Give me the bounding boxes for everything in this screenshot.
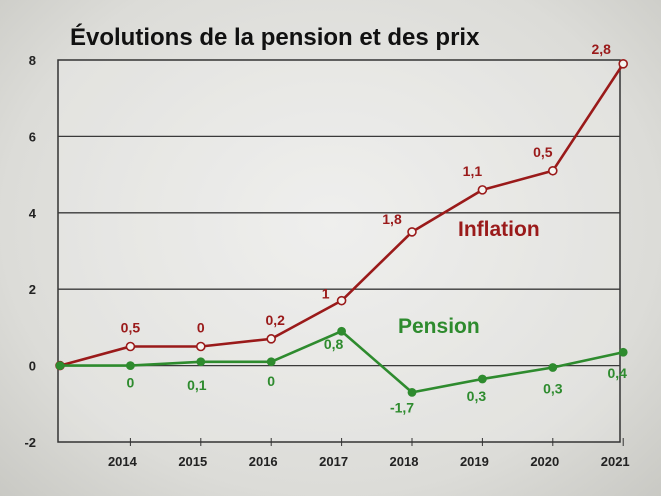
pension-point	[55, 361, 65, 370]
inflation-data-label: 0,5	[533, 144, 553, 160]
x-tick-label: 2014	[108, 454, 138, 469]
inflation-data-label: 0	[197, 320, 205, 336]
inflation-data-label: 0,2	[265, 312, 285, 328]
pension-point	[125, 361, 135, 370]
pension-data-label: 0,3	[467, 388, 487, 404]
pension-data-label: -1,7	[390, 399, 414, 415]
inflation-point	[125, 341, 136, 352]
pension-data-label: 0,4	[607, 365, 627, 381]
y-tick-label: 6	[29, 129, 36, 144]
plot-area	[57, 59, 621, 443]
y-tick-label: -2	[24, 435, 36, 450]
pension-point	[337, 326, 346, 336]
pension-point	[266, 357, 276, 367]
x-tick-label: 2020	[530, 454, 559, 469]
x-tick-label: 2016	[249, 454, 278, 469]
inflation-data-label: 0,5	[121, 320, 141, 336]
x-tick-label: 2021	[601, 454, 630, 469]
pension-series-label: Pension	[398, 315, 480, 338]
pension-point	[548, 363, 558, 372]
pension-data-label: 0	[127, 375, 135, 391]
y-tick-label: 0	[29, 359, 36, 374]
y-tick-label: 8	[29, 53, 36, 68]
x-tick-label: 2017	[319, 454, 348, 469]
inflation-point	[547, 165, 558, 176]
pension-data-label: 0,3	[543, 381, 563, 397]
y-tick-label: 4	[29, 206, 37, 221]
inflation-point	[618, 59, 629, 69]
inflation-data-label: 2,8	[591, 41, 611, 57]
x-tick-label: 2019	[460, 454, 489, 469]
inflation-point	[336, 295, 347, 306]
pension-data-label: 0,1	[187, 377, 207, 393]
pension-point	[196, 357, 206, 367]
x-tick-label: 2015	[178, 454, 207, 469]
pension-point	[618, 347, 628, 357]
pension-point	[407, 387, 417, 397]
inflation-point	[266, 334, 277, 344]
pension-data-label: 0,8	[324, 336, 344, 352]
inflation-data-label: 1	[322, 286, 330, 302]
inflation-point	[407, 227, 417, 237]
inflation-data-label: 1,8	[382, 211, 402, 227]
inflation-point	[477, 185, 488, 195]
inflation-point	[196, 341, 206, 352]
x-tick-label: 2018	[390, 454, 419, 469]
pension-point	[477, 374, 487, 384]
pension-data-label: 0	[267, 373, 275, 389]
chart-title: Évolutions de la pension et des prix	[70, 24, 480, 51]
inflation-series-label: Inflation	[458, 218, 540, 241]
y-tick-label: 2	[29, 282, 36, 297]
inflation-data-label: 1,1	[463, 163, 483, 179]
